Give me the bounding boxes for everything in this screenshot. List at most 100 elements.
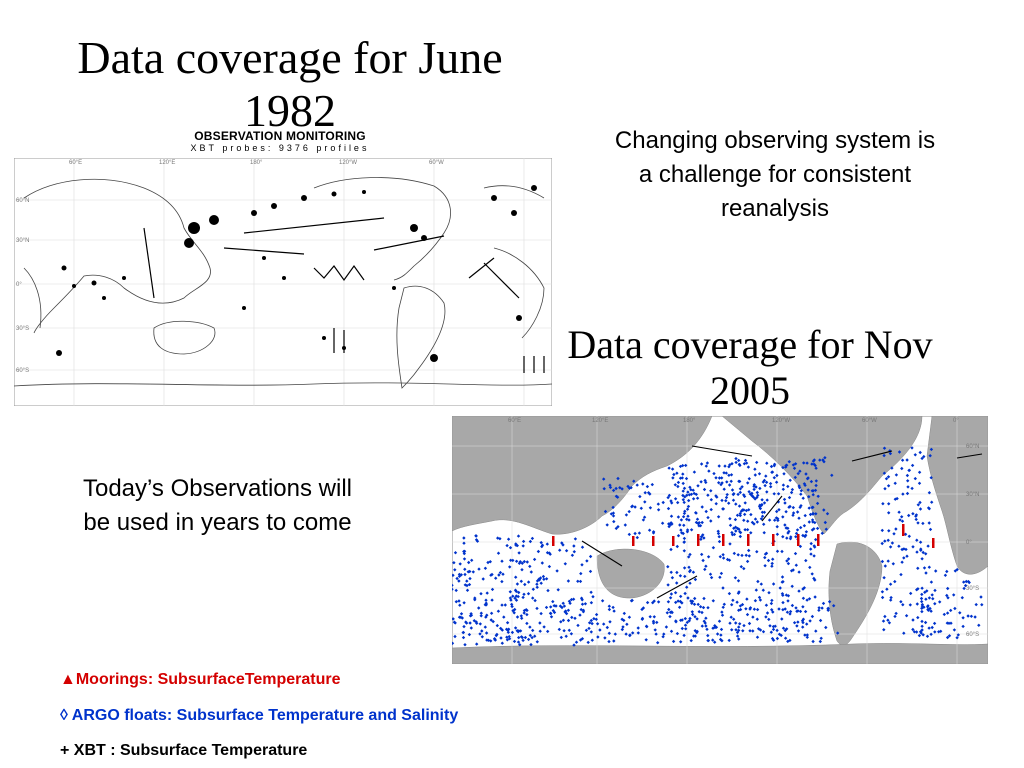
argo-float-marker xyxy=(813,488,818,492)
map-2005-tick-lon-6: 0° xyxy=(953,418,959,424)
argo-float-marker xyxy=(485,591,489,595)
argo-float-marker xyxy=(747,508,751,512)
argo-float-marker xyxy=(966,579,971,584)
argo-float-marker xyxy=(881,619,886,623)
map-1982-tick-lat-2: 30°N xyxy=(16,238,29,244)
argo-float-marker xyxy=(452,641,455,645)
argo-float-marker xyxy=(803,633,807,637)
argo-float-marker xyxy=(608,620,612,624)
argo-float-marker xyxy=(930,625,934,630)
argo-float-marker xyxy=(731,492,735,497)
argo-float-marker xyxy=(483,566,488,570)
argo-float-marker xyxy=(925,605,930,609)
argo-float-marker xyxy=(764,551,769,555)
argo-float-marker xyxy=(702,487,707,492)
argo-float-marker xyxy=(781,487,785,491)
argo-float-marker xyxy=(733,576,738,580)
map-1982-tick-lon-2: 120°E xyxy=(159,160,175,166)
argo-float-marker xyxy=(706,555,711,559)
argo-float-marker xyxy=(775,549,780,553)
map-1982-tick-lon-1: 60°E xyxy=(69,160,82,166)
title-nov-2005: Data coverage for Nov 2005 xyxy=(567,322,933,413)
argo-float-marker xyxy=(489,611,494,615)
argo-float-marker xyxy=(807,495,811,499)
argo-float-marker xyxy=(768,624,772,628)
argo-float-marker xyxy=(816,494,820,498)
argo-float-marker xyxy=(720,613,725,617)
argo-float-marker xyxy=(747,477,751,481)
argo-float-marker xyxy=(918,507,923,511)
argo-float-marker xyxy=(549,615,554,619)
map-1982-coastlines xyxy=(14,177,552,389)
argo-float-marker xyxy=(507,634,511,639)
argo-float-marker xyxy=(714,476,718,480)
argo-float-marker xyxy=(720,476,724,480)
argo-float-marker xyxy=(777,607,781,611)
argo-float-marker xyxy=(769,485,773,489)
argo-float-marker xyxy=(911,618,915,622)
argo-float-marker xyxy=(462,549,466,554)
argo-float-marker xyxy=(734,628,738,632)
argo-float-marker xyxy=(625,622,629,626)
argo-float-marker xyxy=(947,634,952,638)
argo-float-marker xyxy=(937,630,941,634)
argo-float-marker xyxy=(744,607,748,611)
argo-float-marker xyxy=(933,602,937,606)
argo-float-marker xyxy=(600,599,605,603)
argo-float-marker xyxy=(755,635,760,639)
argo-float-marker xyxy=(678,574,683,578)
argo-float-marker xyxy=(607,639,611,644)
argo-float-marker xyxy=(809,552,813,556)
argo-float-marker xyxy=(693,615,697,619)
argo-float-marker xyxy=(738,490,742,495)
argo-float-marker xyxy=(548,611,553,615)
argo-float-marker xyxy=(721,586,725,590)
argo-float-marker xyxy=(777,508,781,512)
argo-float-marker xyxy=(887,502,891,506)
argo-float-marker xyxy=(755,460,759,465)
argo-float-marker xyxy=(752,483,756,487)
argo-float-marker xyxy=(980,603,984,607)
argo-float-marker xyxy=(785,536,789,540)
argo-float-marker xyxy=(795,528,800,532)
argo-float-marker xyxy=(489,618,493,622)
argo-float-marker xyxy=(914,517,918,522)
argo-float-marker xyxy=(737,625,741,629)
argo-float-marker xyxy=(927,626,931,630)
argo-float-marker xyxy=(912,630,917,634)
argo-float-marker xyxy=(924,552,928,556)
argo-float-marker xyxy=(958,611,962,615)
argo-float-marker xyxy=(457,579,461,583)
argo-float-marker xyxy=(452,583,454,587)
argo-float-marker xyxy=(923,590,927,594)
argo-float-marker xyxy=(724,471,728,475)
argo-float-marker xyxy=(580,545,585,549)
argo-float-marker xyxy=(920,606,924,610)
argo-float-marker xyxy=(826,608,830,612)
argo-float-marker xyxy=(467,582,472,587)
argo-float-marker xyxy=(751,629,755,633)
argo-float-marker xyxy=(916,521,920,525)
argo-float-marker xyxy=(708,572,713,576)
argo-float-marker xyxy=(675,631,680,636)
argo-float-marker xyxy=(721,605,725,609)
argo-float-marker xyxy=(789,535,793,539)
argo-float-marker xyxy=(893,481,897,485)
argo-float-marker xyxy=(573,616,577,620)
argo-float-marker xyxy=(756,493,760,498)
argo-float-marker xyxy=(807,597,812,601)
argo-float-marker xyxy=(539,611,543,616)
argo-float-marker xyxy=(738,607,743,612)
map-2005-coverage: 60°E 120°E 180° 120°W 60°W 0° 60°N 30°N … xyxy=(452,416,988,664)
argo-float-marker xyxy=(730,628,734,632)
argo-float-marker xyxy=(737,590,741,594)
argo-float-marker xyxy=(819,636,823,640)
argo-float-marker xyxy=(460,616,464,620)
argo-float-marker xyxy=(775,525,779,529)
argo-float-marker xyxy=(758,628,763,632)
argo-float-marker xyxy=(906,479,910,483)
argo-float-marker xyxy=(796,471,800,476)
argo-float-marker xyxy=(465,588,470,592)
argo-float-marker xyxy=(719,633,723,637)
argo-float-marker xyxy=(477,567,481,571)
